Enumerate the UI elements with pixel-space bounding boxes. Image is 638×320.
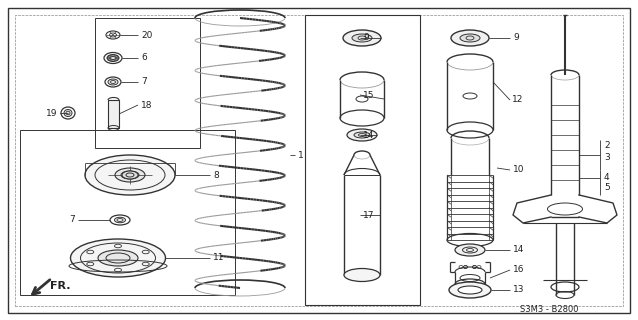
Ellipse shape: [347, 129, 377, 141]
Ellipse shape: [354, 132, 370, 138]
Ellipse shape: [114, 217, 126, 223]
Ellipse shape: [122, 171, 138, 179]
Text: 7: 7: [141, 77, 147, 86]
Text: 11: 11: [213, 253, 225, 262]
Ellipse shape: [85, 155, 175, 195]
Ellipse shape: [344, 268, 380, 282]
Text: 2: 2: [604, 140, 610, 149]
Text: 4: 4: [604, 173, 610, 182]
Text: 12: 12: [512, 95, 523, 105]
Text: 17: 17: [363, 211, 375, 220]
Text: 5: 5: [604, 183, 610, 193]
Ellipse shape: [98, 250, 138, 266]
Text: 9: 9: [363, 34, 369, 43]
Text: 20: 20: [141, 30, 152, 39]
Ellipse shape: [71, 239, 165, 277]
Text: 6: 6: [141, 53, 147, 62]
Bar: [108, 100, 119, 128]
Text: 14: 14: [513, 245, 524, 254]
Text: FR.: FR.: [50, 281, 71, 291]
Bar: [305, 15, 420, 305]
Text: 7: 7: [70, 215, 75, 225]
Bar: [95, 18, 200, 148]
Ellipse shape: [458, 286, 482, 294]
Ellipse shape: [451, 30, 489, 46]
Text: 19: 19: [45, 108, 57, 117]
Ellipse shape: [343, 30, 381, 46]
Text: 1: 1: [298, 150, 304, 159]
Text: 16: 16: [513, 266, 524, 275]
Ellipse shape: [108, 79, 118, 85]
Text: 15: 15: [363, 91, 375, 100]
Text: 8: 8: [213, 171, 219, 180]
Text: 13: 13: [513, 285, 524, 294]
Ellipse shape: [64, 109, 72, 116]
Bar: [20, 130, 235, 295]
Ellipse shape: [455, 244, 485, 256]
Ellipse shape: [352, 34, 372, 42]
Text: 10: 10: [513, 165, 524, 174]
Text: 18: 18: [141, 100, 152, 109]
Text: S3M3 - B2800: S3M3 - B2800: [520, 306, 579, 315]
Ellipse shape: [449, 282, 491, 298]
Ellipse shape: [460, 34, 480, 42]
Text: 3: 3: [604, 154, 610, 163]
Ellipse shape: [107, 54, 119, 61]
Ellipse shape: [115, 168, 145, 182]
Text: 14: 14: [363, 131, 375, 140]
Text: 9: 9: [513, 34, 519, 43]
